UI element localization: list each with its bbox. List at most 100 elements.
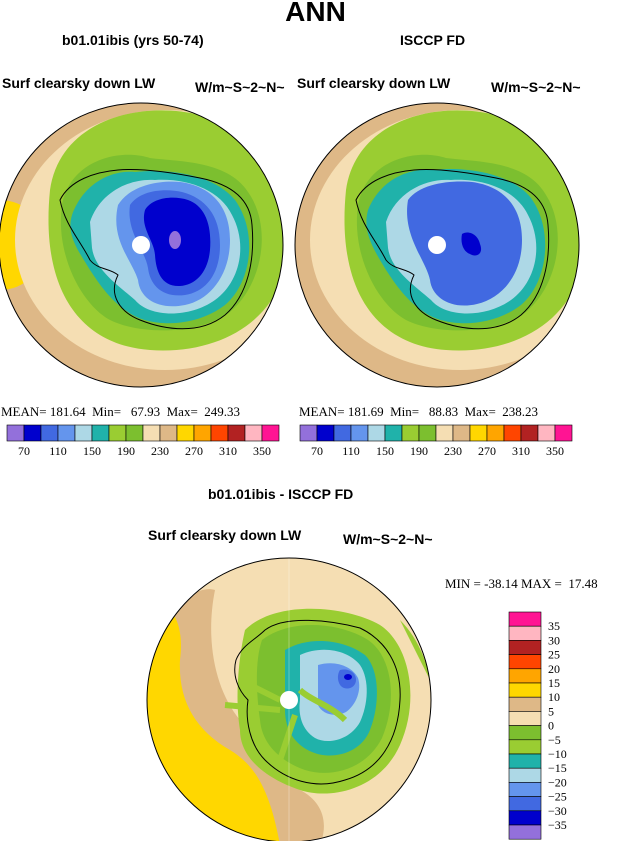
panel2-max-value: 238.23 <box>502 404 539 419</box>
colorbar3-swatch <box>508 782 542 797</box>
colorbar2-tick-label: 70 <box>311 444 323 458</box>
panel3-variable: Surf clearsky down LW <box>148 527 302 543</box>
panel1-max-value: 249.33 <box>204 404 241 419</box>
colorbar3-tick-label: 5 <box>548 704 554 718</box>
colorbar1-swatch <box>6 424 25 442</box>
map2-coastline <box>355 168 550 330</box>
map3 <box>147 558 431 841</box>
map3-streaks <box>224 677 348 761</box>
panel2-mean-value: 181.69 <box>347 404 384 419</box>
panel3-title: b01.01ibis - ISCCP FD <box>208 486 354 502</box>
map3-coastline <box>234 619 401 785</box>
colorbar1-swatch <box>159 424 178 442</box>
panel1-title: b01.01ibis (yrs 50-74) <box>62 32 204 48</box>
colorbar-2: 70 110 150 190 230 270 310 350 <box>299 424 573 458</box>
map2 <box>295 103 579 387</box>
colorbar2-tick-label: 310 <box>512 444 530 458</box>
colorbar3-tick-label: −15 <box>548 761 567 775</box>
colorbar2-tick-label: 270 <box>478 444 496 458</box>
colorbar3-tick-label: 10 <box>548 690 560 704</box>
panel3-stats: MIN = -38.14 MAX = 17.48 <box>445 576 598 592</box>
colorbar2-swatch <box>503 424 522 442</box>
colorbar2-tick-label: 230 <box>444 444 462 458</box>
colorbar2-tick-label: 350 <box>546 444 564 458</box>
colorbar3-swatch <box>508 625 542 641</box>
colorbar2-swatch <box>384 424 403 442</box>
colorbar3-swatch <box>508 824 542 840</box>
colorbar1-swatch <box>74 424 93 442</box>
colorbar3-tick-label: −10 <box>548 747 567 761</box>
colorbar1-swatch <box>193 424 212 442</box>
colorbar1-swatch <box>244 424 263 442</box>
colorbar3-swatch <box>508 725 542 741</box>
colorbar1-tick-label: 230 <box>151 444 169 458</box>
map1-min-cell <box>169 231 181 249</box>
colorbar3-swatch <box>508 810 542 826</box>
panel2-mean-label: MEAN= <box>299 404 345 419</box>
colorbar3-swatch <box>508 753 542 769</box>
colorbar1-tick-label: 190 <box>117 444 135 458</box>
colorbar2-tick-label: 110 <box>342 444 360 458</box>
colorbar1-tick-label: 110 <box>49 444 67 458</box>
colorbar1-swatch <box>125 424 144 442</box>
panel2-min-value: 88.83 <box>428 404 459 419</box>
colorbar3-swatch <box>508 654 542 670</box>
colorbar1-swatch <box>176 424 195 442</box>
colorbar1-swatch <box>210 424 229 442</box>
colorbar1-tick-label: 350 <box>253 444 271 458</box>
colorbar2-tick-label: 190 <box>410 444 428 458</box>
panel1-mean-label: MEAN= <box>1 404 47 419</box>
panel1-min-value: 67.93 <box>130 404 161 419</box>
colorbar1-swatch <box>57 424 76 442</box>
colorbar3-swatch <box>508 611 542 627</box>
panel1-min-label: Min= <box>92 404 122 419</box>
colorbar2-swatch <box>486 424 505 442</box>
colorbar2-swatch <box>469 424 488 442</box>
panel1-max-label: Max= <box>166 404 198 419</box>
colorbar1-swatch <box>261 424 280 442</box>
panel2-units: W/m~S~2~N~ <box>491 79 581 95</box>
colorbar3-swatch <box>508 696 542 712</box>
colorbar2-swatch <box>316 424 335 442</box>
page-title: ANN <box>285 0 346 27</box>
colorbar3-tick-label: −30 <box>548 804 567 818</box>
colorbar1-swatch <box>108 424 127 442</box>
map3-pole-mask <box>280 691 298 709</box>
panel2-max-label: Max= <box>464 404 496 419</box>
colorbar-1: 70 110 150 190 230 270 310 350 <box>6 424 280 458</box>
map3-border <box>146 557 432 841</box>
colorbar1-swatch <box>23 424 42 442</box>
colorbar2-swatch <box>435 424 454 442</box>
colorbar2-swatch <box>520 424 539 442</box>
colorbar2-swatch <box>401 424 420 442</box>
colorbar1-tick-label: 310 <box>219 444 237 458</box>
map3-ring-10-15 <box>147 600 280 841</box>
panel1-stats: MEAN= 181.64 Min= 67.93 Max= 249.33 <box>1 404 240 420</box>
colorbar2-swatch <box>299 424 318 442</box>
colorbar1-swatch <box>227 424 246 442</box>
map1 <box>0 103 283 387</box>
map2-pole-mask <box>428 236 446 254</box>
panel1-mean-value: 181.64 <box>49 404 86 419</box>
panel2-variable: Surf clearsky down LW <box>297 75 451 91</box>
colorbar1-swatch <box>142 424 161 442</box>
colorbar3-tick-label: −5 <box>548 733 561 747</box>
map1-coastline <box>59 168 254 330</box>
colorbar3-swatch <box>508 767 542 783</box>
colorbar3-swatch <box>508 739 542 755</box>
colorbar3-swatch <box>508 668 542 684</box>
map1-pole-mask <box>132 236 150 254</box>
panel3-max-label: MAX = <box>520 576 562 591</box>
map1-border <box>0 102 284 388</box>
colorbar2-swatch <box>537 424 556 442</box>
colorbar3-swatch <box>508 682 542 698</box>
panel1-variable: Surf clearsky down LW <box>2 75 156 91</box>
colorbar3-tick-label: 30 <box>548 633 560 647</box>
map2-min-cell <box>461 232 482 256</box>
colorbar1-swatch <box>91 424 110 442</box>
panel3-min-value: -38.14 <box>484 576 518 591</box>
colorbar3-tick-label: 20 <box>548 662 560 676</box>
colorbar3-tick-label: −25 <box>548 790 567 804</box>
colorbar2-tick-label: 150 <box>376 444 394 458</box>
colorbar1-tick-label: 150 <box>83 444 101 458</box>
